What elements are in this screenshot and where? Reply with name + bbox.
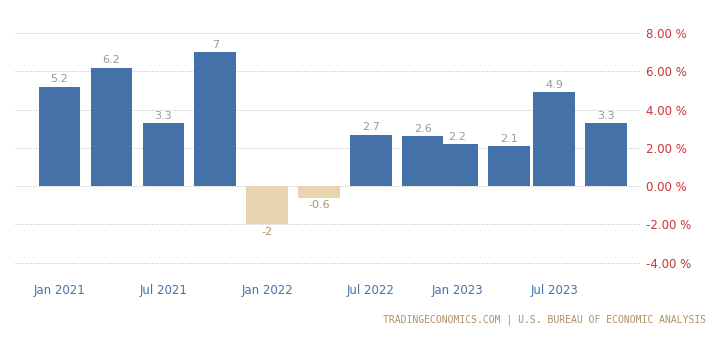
Bar	[350, 135, 392, 186]
Text: 5.2: 5.2	[51, 74, 68, 84]
Text: 2.6: 2.6	[414, 124, 432, 134]
Bar	[585, 123, 627, 186]
Bar	[298, 186, 340, 198]
Bar	[246, 186, 288, 224]
Text: 7: 7	[212, 40, 218, 50]
Text: 4.9: 4.9	[545, 80, 563, 90]
Text: 3.3: 3.3	[597, 111, 615, 121]
Bar	[143, 123, 184, 186]
Bar	[488, 146, 530, 186]
Bar	[91, 67, 132, 186]
Text: TRADINGECONOMICS.COM | U.S. BUREAU OF ECONOMIC ANALYSIS: TRADINGECONOMICS.COM | U.S. BUREAU OF EC…	[383, 315, 706, 325]
Text: 2.2: 2.2	[448, 132, 466, 142]
Bar	[437, 144, 478, 186]
Text: -2: -2	[261, 227, 272, 237]
Text: 3.3: 3.3	[154, 111, 172, 121]
Text: 2.1: 2.1	[500, 134, 518, 144]
Text: 6.2: 6.2	[103, 55, 120, 65]
Bar	[534, 93, 575, 186]
Bar	[402, 136, 443, 186]
Bar	[194, 52, 236, 186]
Bar	[39, 87, 80, 186]
Text: 2.7: 2.7	[362, 122, 380, 132]
Text: -0.6: -0.6	[308, 200, 330, 210]
